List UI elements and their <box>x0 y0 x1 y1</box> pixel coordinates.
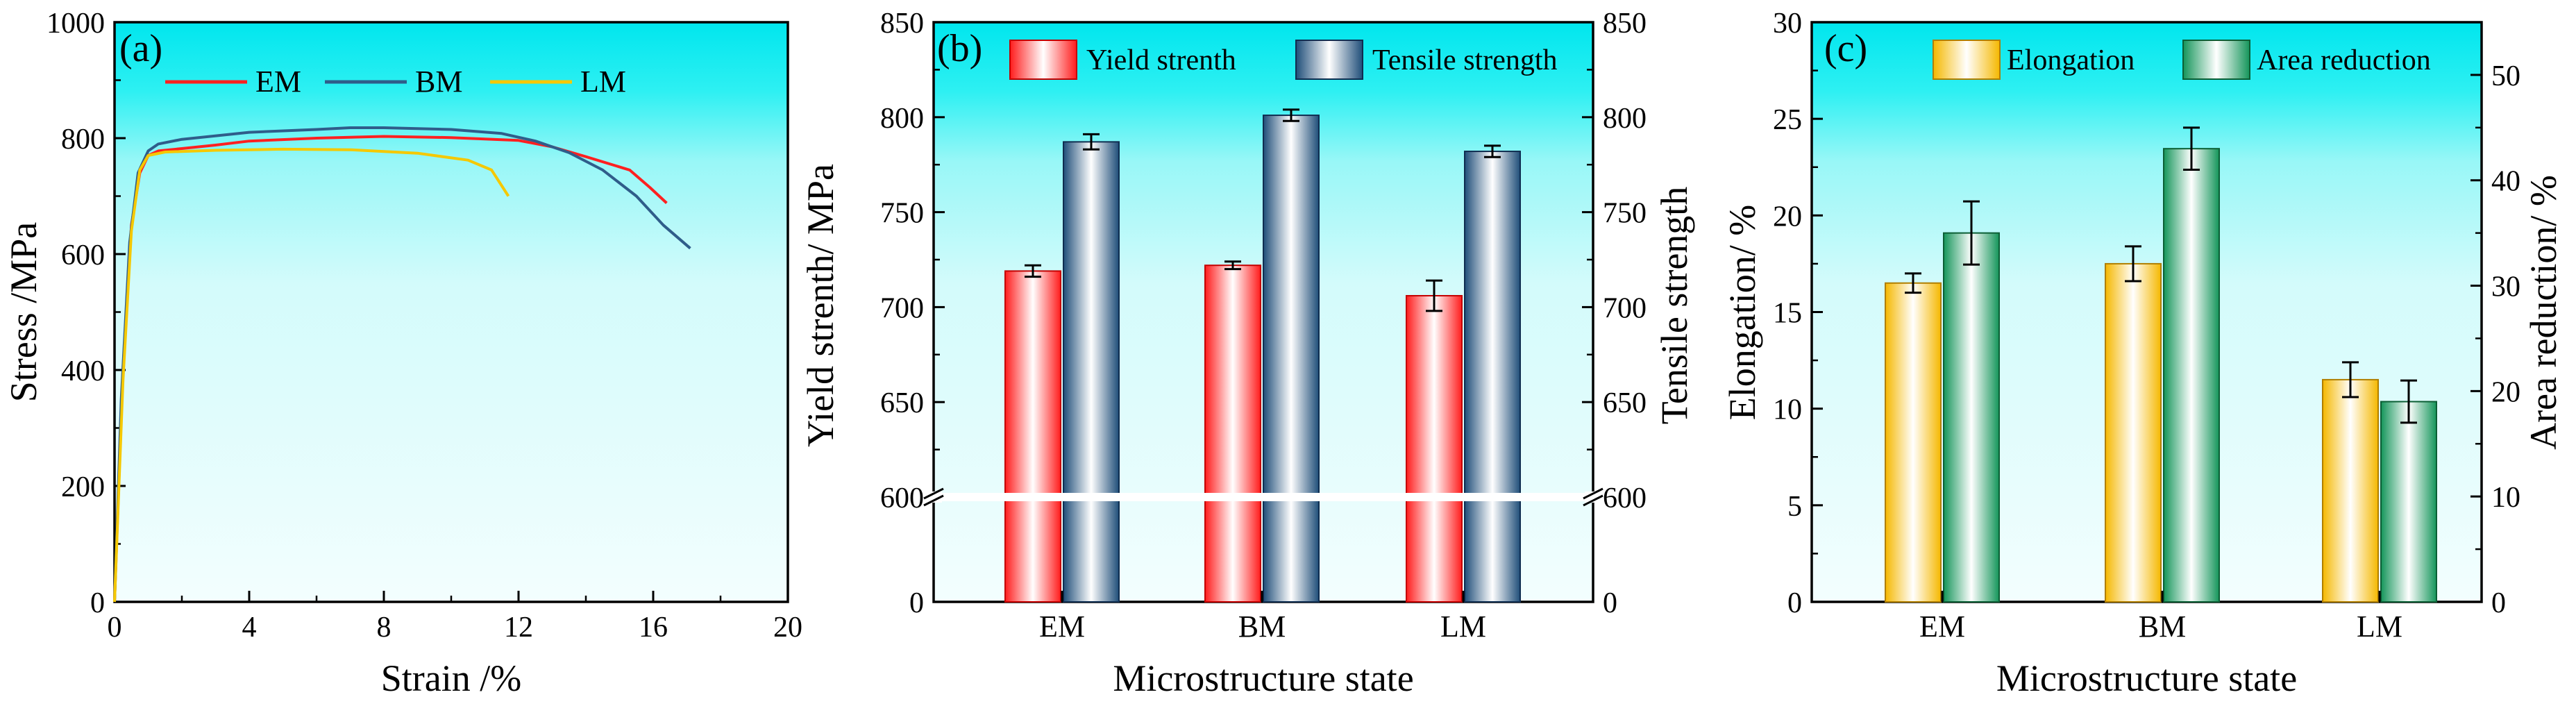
legend-swatch <box>1295 40 1363 80</box>
y-tick-label: 30 <box>1773 8 1802 40</box>
x-tick-label: 8 <box>377 612 392 644</box>
bar-yield-bm <box>1204 264 1261 603</box>
bar-tensile-bm <box>1263 115 1320 603</box>
y-right-tick-label: 50 <box>2491 60 2520 92</box>
y-tick-label: 0 <box>909 587 924 619</box>
bar-tensile-em <box>1063 141 1120 603</box>
y-tick-label: 400 <box>61 355 105 387</box>
y-tick-label: 600 <box>880 482 924 514</box>
y-right-tick-label: 0 <box>1603 587 1617 619</box>
y-tick-label: 0 <box>90 587 105 619</box>
x-axis-title: Microstructure state <box>1996 657 2297 699</box>
x-tick-label: LM <box>1440 610 1486 644</box>
y-tick-label: 5 <box>1787 491 1802 523</box>
x-axis-title: Microstructure state <box>1113 657 1413 699</box>
y-tick-label: 800 <box>61 124 105 156</box>
bar-yield-em <box>1004 270 1061 603</box>
x-tick-label: 0 <box>108 612 122 644</box>
x-tick-label: 12 <box>504 612 533 644</box>
y-right-tick-label: 20 <box>2491 376 2520 408</box>
x-tick-label: BM <box>2139 610 2186 644</box>
y-right-tick-label: 850 <box>1603 8 1647 40</box>
legend-swatch <box>1009 40 1077 80</box>
axis-break-mark <box>923 487 944 500</box>
axis-break-gap-right <box>1585 491 1601 503</box>
y-right-tick-label: 600 <box>1603 482 1647 514</box>
y-right-axis-title: Area reduction/ % <box>2523 175 2564 450</box>
panel-label: (b) <box>937 27 982 70</box>
bar-elongation-lm <box>2322 378 2379 603</box>
legend-label-lm: LM <box>580 65 626 99</box>
y-right-tick-label: 700 <box>1603 292 1647 324</box>
y-axis-title: Yield strenth/ MPa <box>800 164 841 447</box>
bar-tensile-lm <box>1464 151 1521 603</box>
y-axis-title: Stress /MPa <box>3 222 44 403</box>
panel-c-ductility-bars: 0 5 10 15 20 25 30 0 10 20 30 40 50 EM BM LM Elongation A… <box>1721 8 2564 699</box>
y-tick-label: 200 <box>61 471 105 503</box>
y-tick-label: 750 <box>880 198 924 230</box>
y-tick-label: 1000 <box>47 8 105 40</box>
legend-swatch <box>1933 40 2001 80</box>
axis-break-mark <box>1583 487 1603 500</box>
y-tick-label: 800 <box>880 103 924 135</box>
axis-break-mark <box>923 494 944 507</box>
y-tick-label: 850 <box>880 8 924 40</box>
plot-background <box>115 22 788 602</box>
panel-b-strength-bars: 0 600 650 700 750 800 850 0 600 650 700 750 800 850 EM… <box>800 8 1695 699</box>
y-right-tick-label: 10 <box>2491 482 2520 514</box>
y-right-axis-title: Tensile strength <box>1653 187 1695 425</box>
y-right-tick-label: 0 <box>2491 587 2506 619</box>
bar-area-reduction-bm <box>2163 148 2220 603</box>
bar-area-reduction-em <box>1943 232 2000 603</box>
y-tick-label: 15 <box>1773 298 1802 330</box>
bar-yield-lm <box>1406 294 1463 603</box>
panel-label: (a) <box>119 27 162 70</box>
y-right-tick-label: 30 <box>2491 271 2520 303</box>
axis-break-gap-left <box>925 491 942 503</box>
x-axis-title: Strain /% <box>381 657 521 699</box>
y-tick-label: 0 <box>1787 587 1802 619</box>
x-tick-label: EM <box>1919 610 1965 644</box>
x-tick-label: 16 <box>639 612 668 644</box>
x-tick-label: 4 <box>242 612 257 644</box>
y-tick-label: 650 <box>880 387 924 419</box>
bar-elongation-bm <box>2105 262 2162 603</box>
y-tick-label: 10 <box>1773 394 1802 426</box>
panel-label: (c) <box>1824 27 1867 70</box>
legend-label: Area reduction <box>2257 44 2431 76</box>
legend-swatch <box>2182 40 2250 80</box>
x-tick-label: BM <box>1238 610 1286 644</box>
bar-area-reduction-lm <box>2380 401 2437 603</box>
x-tick-label: LM <box>2357 610 2402 644</box>
y-right-tick-label: 650 <box>1603 387 1647 419</box>
y-tick-label: 20 <box>1773 201 1802 233</box>
bar-elongation-em <box>1885 282 1942 603</box>
legend-label-em: EM <box>255 65 301 99</box>
axis-break-mark <box>1583 494 1603 507</box>
y-tick-label: 600 <box>61 239 105 271</box>
series-line-lm <box>113 147 510 603</box>
legend-label: Yield strenth <box>1086 44 1236 76</box>
legend-label: Tensile strength <box>1372 44 1558 76</box>
y-right-tick-label: 40 <box>2491 166 2520 198</box>
x-tick-label: 20 <box>773 612 802 644</box>
y-tick-label: 25 <box>1773 104 1802 136</box>
y-tick-label: 700 <box>880 292 924 324</box>
legend-label: Elongation <box>2007 44 2135 76</box>
x-tick-label: EM <box>1039 610 1085 644</box>
y-axis-title: Elongation/ % <box>1721 205 1763 420</box>
y-right-tick-label: 800 <box>1603 103 1647 135</box>
axis-break-band <box>938 493 1589 501</box>
legend-label-bm: BM <box>415 65 462 99</box>
y-right-tick-label: 750 <box>1603 198 1647 230</box>
